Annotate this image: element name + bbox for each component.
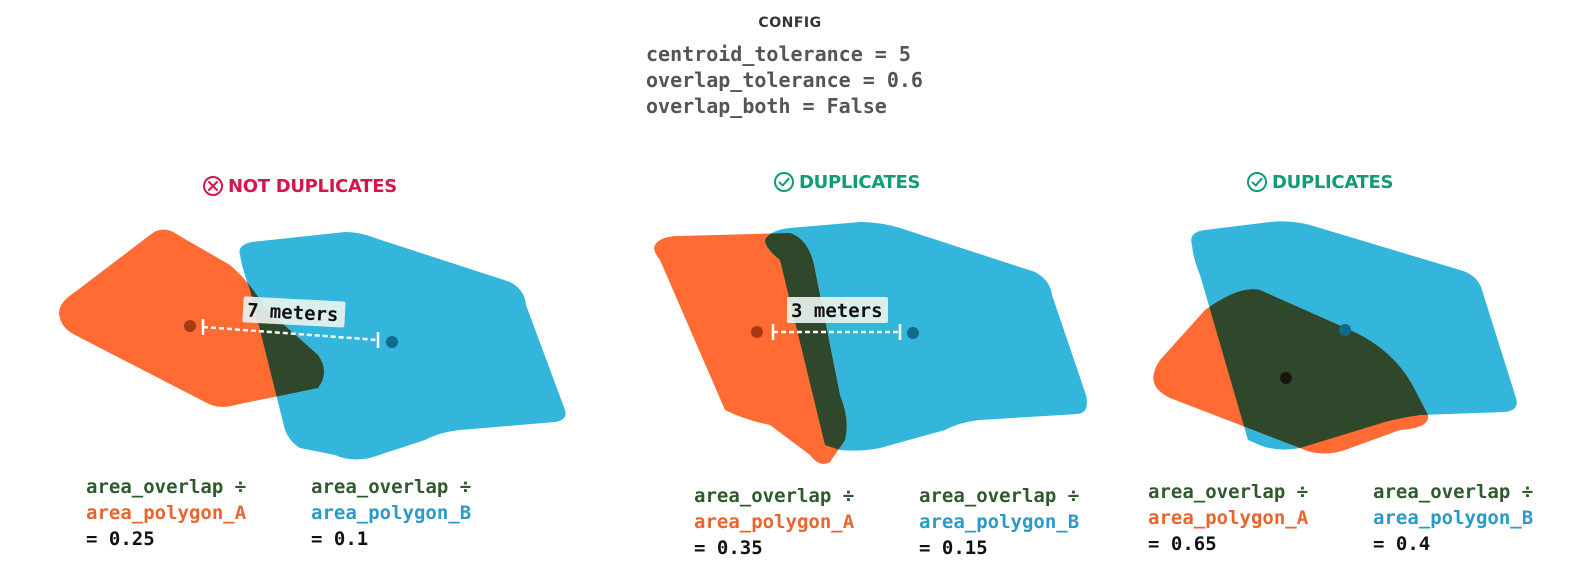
formula-b-panel-2: area_overlap ÷ area_polygon_B = 0.15	[919, 483, 1079, 561]
formula-result: = 0.35	[694, 537, 763, 559]
panel-3-polygons	[1153, 221, 1517, 454]
formula-result: = 0.1	[311, 528, 369, 550]
formula-numerator: area_overlap ÷	[1148, 481, 1309, 503]
config-block: centroid_tolerance = 5 overlap_tolerance…	[646, 41, 923, 119]
formula-result: = 0.25	[86, 528, 155, 550]
panel-2-polygons: 3 meters	[654, 222, 1087, 464]
formula-numerator: area_overlap ÷	[919, 485, 1080, 507]
config-line-overlap-tolerance: overlap_tolerance = 0.6	[646, 68, 923, 92]
check-circle-icon	[1247, 172, 1267, 192]
verdict-panel-3: DUPLICATES	[1246, 171, 1394, 193]
verdict-label: DUPLICATES	[1272, 171, 1394, 193]
panel-1-polygons: 7 meters	[59, 229, 566, 460]
distance-label: 3 meters	[791, 300, 883, 322]
distance-badge: 7 meters	[242, 296, 346, 328]
x-circle-icon	[203, 176, 223, 196]
overlap-region	[1191, 289, 1429, 450]
formula-result: = 0.4	[1373, 533, 1431, 555]
formula-denominator: area_polygon_B	[1373, 507, 1534, 529]
formula-numerator: area_overlap ÷	[1373, 481, 1534, 503]
verdict-label: NOT DUPLICATES	[228, 175, 397, 197]
formula-a-panel-3: area_overlap ÷ area_polygon_A = 0.65	[1148, 479, 1308, 557]
formula-numerator: area_overlap ÷	[86, 476, 247, 498]
centroid-b	[907, 327, 919, 339]
verdict-panel-1: NOT DUPLICATES	[202, 175, 397, 197]
formula-denominator: area_polygon_B	[919, 511, 1080, 533]
distance-label: 7 meters	[246, 300, 339, 327]
formula-a-panel-2: area_overlap ÷ area_polygon_A = 0.35	[694, 483, 854, 561]
formula-b-panel-3: area_overlap ÷ area_polygon_B = 0.4	[1373, 479, 1533, 557]
verdict-panel-2: DUPLICATES	[773, 171, 921, 193]
config-line-overlap-both: overlap_both = False	[646, 94, 887, 118]
check-circle-icon	[774, 172, 794, 192]
centroid-b	[1339, 324, 1351, 336]
config-line-centroid-tolerance: centroid_tolerance = 5	[646, 42, 911, 66]
centroid-a	[1280, 372, 1292, 384]
formula-numerator: area_overlap ÷	[311, 476, 472, 498]
polygon-b	[765, 222, 1087, 451]
centroid-b	[386, 336, 398, 348]
distance-badge: 3 meters	[787, 297, 888, 323]
formula-b-panel-1: area_overlap ÷ area_polygon_B = 0.1	[311, 474, 471, 552]
formula-result: = 0.65	[1148, 533, 1217, 555]
formula-a-panel-1: area_overlap ÷ area_polygon_A = 0.25	[86, 474, 246, 552]
formula-denominator: area_polygon_A	[694, 511, 855, 533]
polygon-b	[239, 232, 566, 460]
centroid-a	[751, 326, 763, 338]
config-title: CONFIG	[758, 15, 822, 31]
formula-numerator: area_overlap ÷	[694, 485, 855, 507]
formula-result: = 0.15	[919, 537, 988, 559]
centroid-a	[184, 320, 196, 332]
formula-denominator: area_polygon_A	[86, 502, 247, 524]
formula-denominator: area_polygon_B	[311, 502, 472, 524]
verdict-label: DUPLICATES	[799, 171, 921, 193]
formula-denominator: area_polygon_A	[1148, 507, 1309, 529]
